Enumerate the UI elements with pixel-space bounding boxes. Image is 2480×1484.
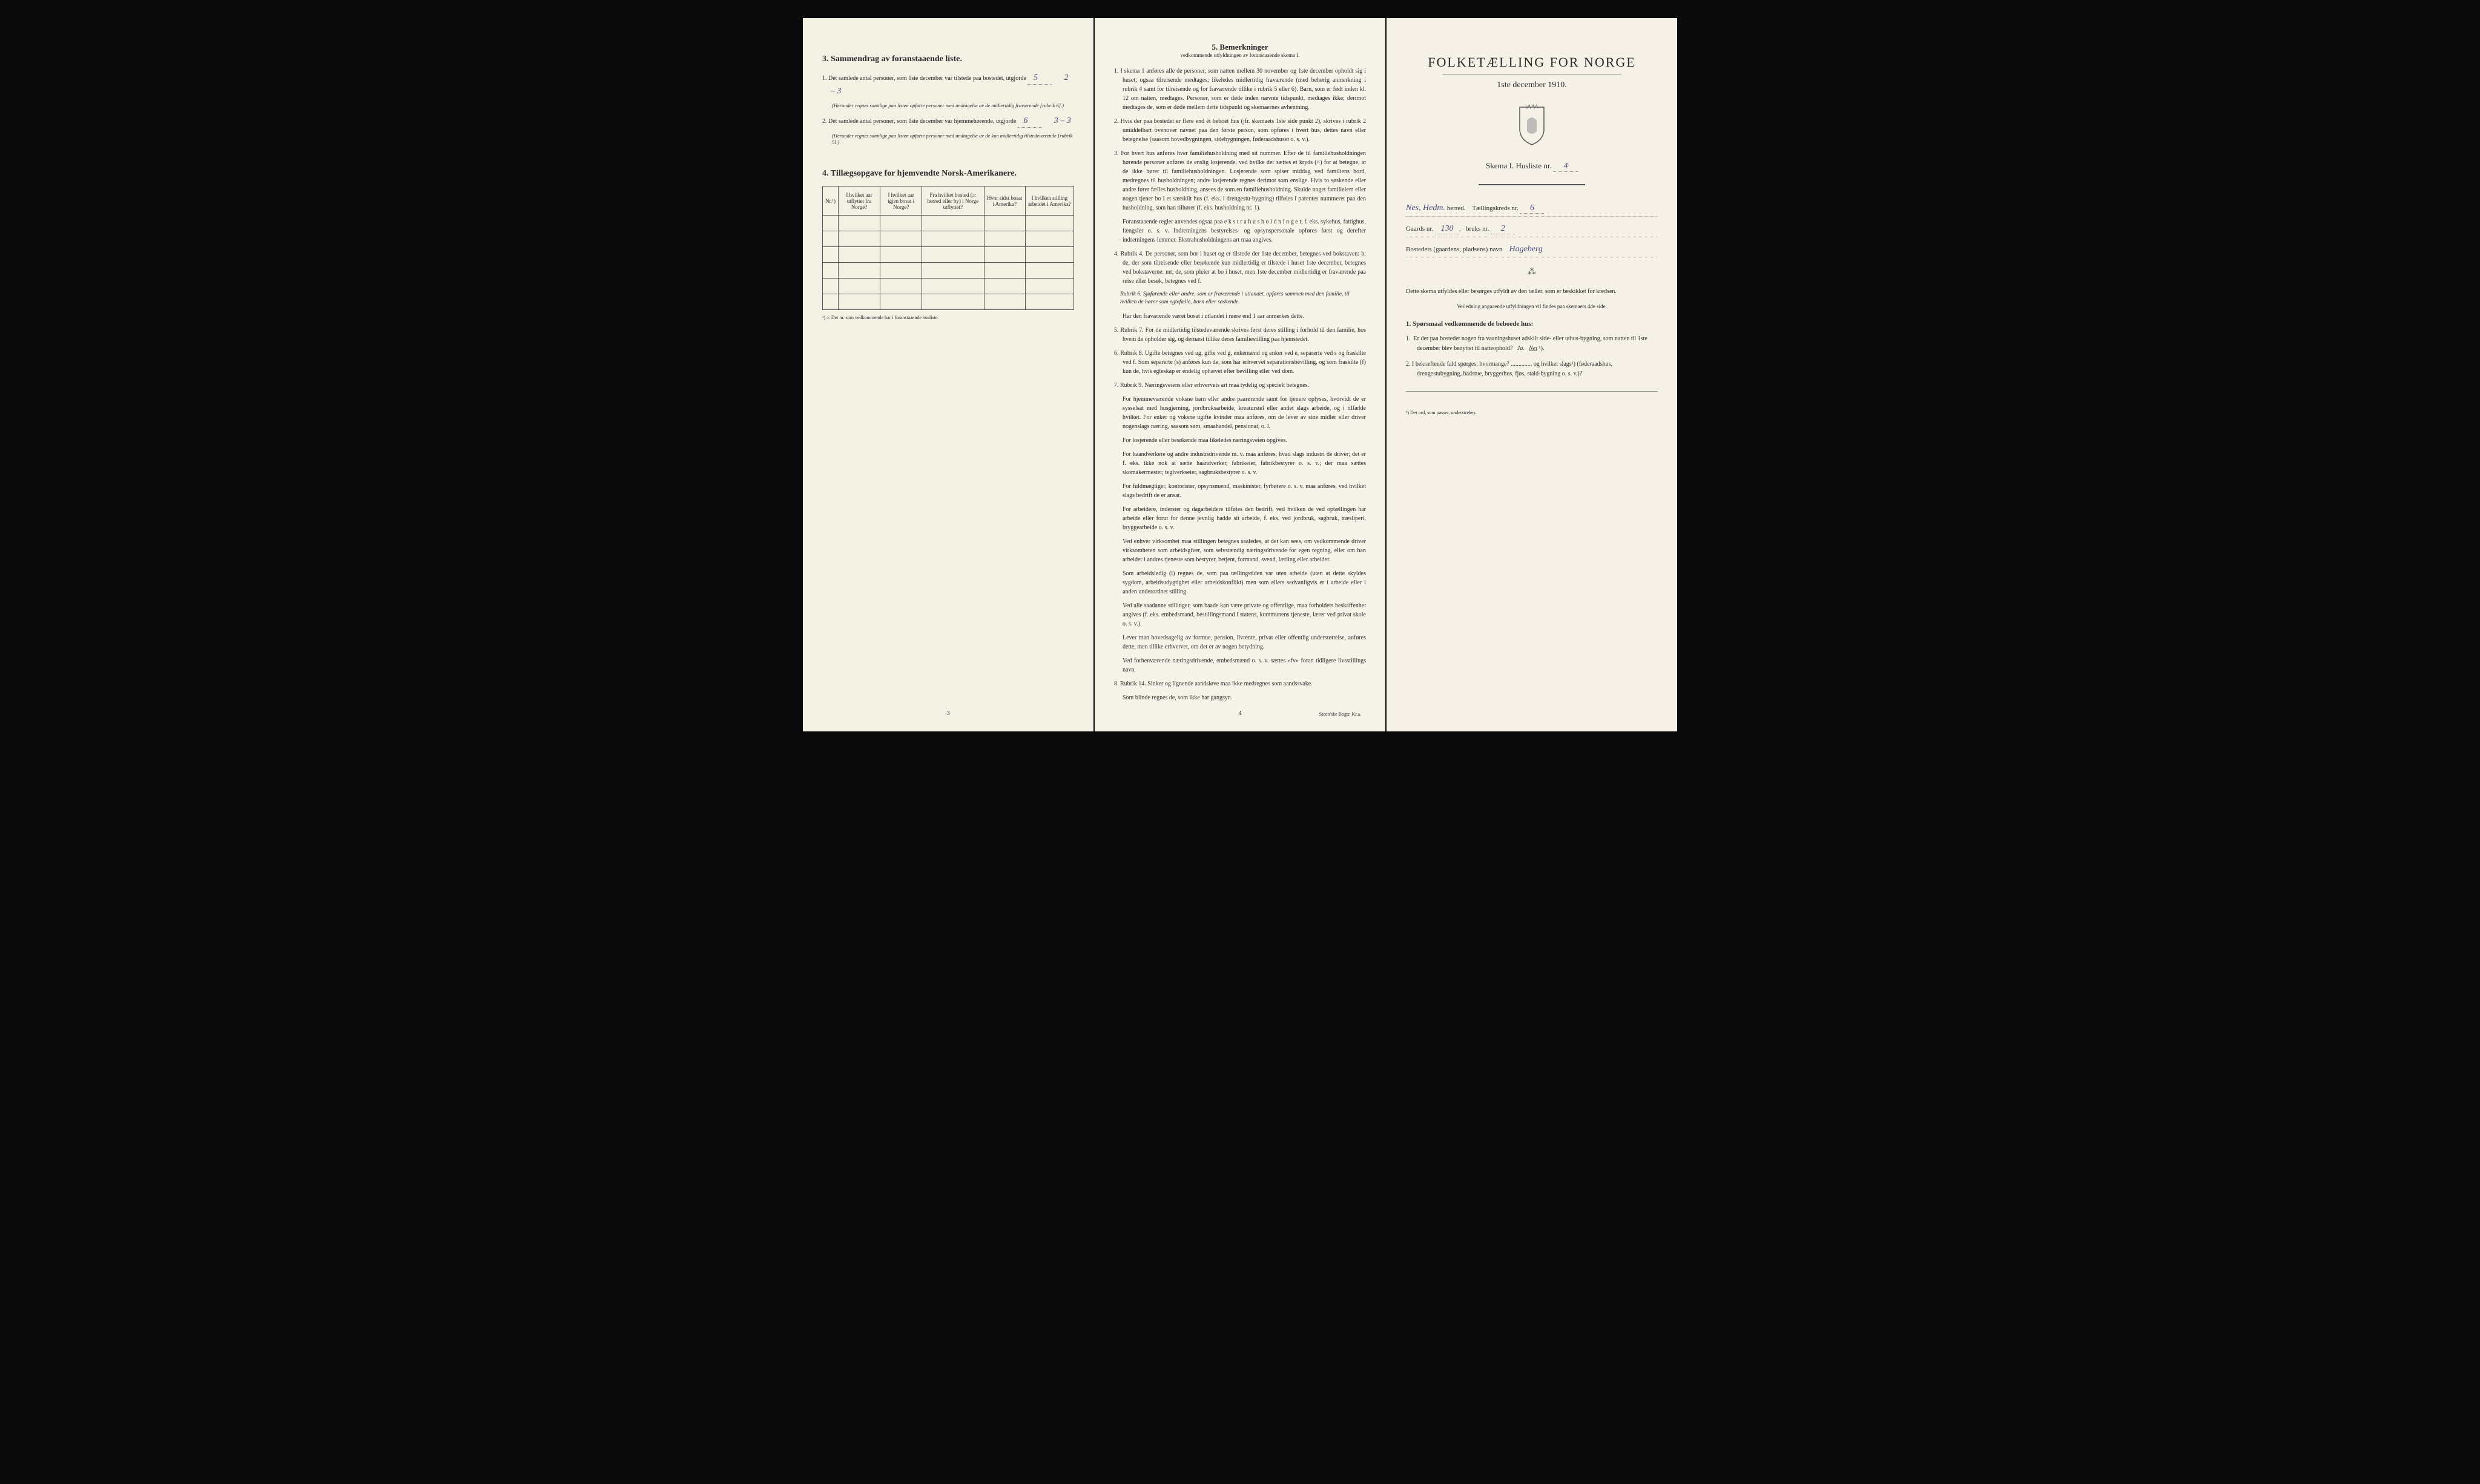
- section-5-heading: 5. Bemerkninger: [1114, 42, 1366, 52]
- remark-7-p9: Lever man hovedsagelig av formue, pensio…: [1114, 633, 1366, 651]
- remark-3b: Foranstaaende regler anvendes ogsaa paa …: [1114, 217, 1366, 245]
- col-bosted: Fra hvilket bosted (ɔ: herred eller by) …: [922, 186, 984, 216]
- item2-note: (Herunder regnes samtlige paa listen opf…: [832, 133, 1074, 145]
- rubrik-6b: Har den fraværende været bosat i utlande…: [1114, 312, 1366, 321]
- item2-value: 6: [1018, 114, 1042, 128]
- col-bosat: I hvilket aar igjen bosat i Norge?: [880, 186, 922, 216]
- remark-7-p5: For arbeidere, inderster og dagarbeidere…: [1114, 505, 1366, 532]
- summary-item-1: 1. Det samlede antal personer, som 1ste …: [822, 71, 1074, 97]
- summary-item-2: 2. Det samlede antal personer, som 1ste …: [822, 114, 1074, 128]
- remark-3: 3. For hvert hus anføres hver familiehus…: [1114, 149, 1366, 213]
- table-row: [823, 216, 1074, 231]
- husliste-nr: 4: [1554, 162, 1578, 172]
- page-number: 3: [946, 710, 950, 717]
- remark-6: 6. Rubrik 8. Ugifte betegnes ved ug, gif…: [1114, 349, 1366, 376]
- section-4-heading: 4. Tillægsopgave for hjemvendte Norsk-Am…: [822, 169, 1074, 179]
- item1-value: 5: [1027, 71, 1052, 85]
- remark-7-p10: Ved forhenværende næringsdrivende, embed…: [1114, 656, 1366, 674]
- question-2: 2. I bekræftende fald spørges: hvormange…: [1406, 360, 1658, 379]
- subtitle-date: 1ste december 1910.: [1406, 81, 1658, 90]
- footnote-1: ¹) Det ord, som passer, understrekes.: [1406, 410, 1658, 415]
- table-row: [823, 294, 1074, 310]
- herred-value: Nes, Hedm.: [1406, 203, 1445, 213]
- question-heading: 1. Spørsmaal vedkommende de beboede hus:: [1406, 319, 1658, 329]
- instruction-sub: Veiledning angaaende utfyldningen vil fi…: [1406, 303, 1658, 309]
- bosted-value: Hageberg: [1509, 245, 1542, 254]
- gaards-value: 130: [1435, 224, 1459, 234]
- table-row: [823, 263, 1074, 279]
- answer-nei: Nei: [1529, 345, 1537, 352]
- table-body: [823, 216, 1074, 310]
- remark-7-p8: Ved alle saadanne stillinger, som baade …: [1114, 601, 1366, 628]
- ornament-icon: ⁂: [1406, 267, 1658, 277]
- printer-mark: Steen'ske Bogtr. Kr.a.: [1319, 711, 1361, 717]
- page-4: 5. Bemerkninger vedkommende utfyldningen…: [1095, 18, 1385, 731]
- kreds-value: 6: [1520, 203, 1544, 214]
- gaards-line: Gaards nr. 130, bruks nr. 2: [1406, 224, 1658, 237]
- page-3: 3. Sammendrag av foranstaaende liste. 1.…: [803, 18, 1093, 731]
- remark-8b: Som blinde regnes de, som ikke har gangs…: [1114, 693, 1366, 702]
- remark-7-p3: For haandverkere og andre industridriven…: [1114, 450, 1366, 477]
- remark-7: 7. Rubrik 9. Næringsveiens eller erhverv…: [1114, 381, 1366, 390]
- question-1: 1. Er der paa bostedet nogen fra vaaning…: [1406, 334, 1658, 354]
- remark-5: 5. Rubrik 7. For de midlertidig tilstede…: [1114, 326, 1366, 344]
- col-amerika: Hvor sidst bosat i Amerika?: [984, 186, 1025, 216]
- remark-4: 4. Rubrik 4. De personer, som bor i huse…: [1114, 249, 1366, 286]
- coat-of-arms-icon: [1406, 102, 1658, 149]
- americans-table: Nr.¹) I hvilket aar utflyttet fra Norge?…: [822, 186, 1074, 310]
- table-row: [823, 279, 1074, 294]
- remark-7-p7: Som arbeidsledig (l) regnes de, som paa …: [1114, 569, 1366, 596]
- page-title: FOLKETÆLLING FOR NORGE 1ste december 191…: [1387, 18, 1677, 731]
- instruction-main: Dette skema utfyldes eller besørges utfy…: [1406, 287, 1658, 296]
- remark-7-p2: For losjerende eller besøkende maa likel…: [1114, 436, 1366, 445]
- table-row: [823, 231, 1074, 247]
- section-3-heading: 3. Sammendrag av foranstaaende liste.: [822, 54, 1074, 64]
- remark-7-p1: For hjemmeværende voksne barn eller andr…: [1114, 395, 1366, 431]
- remark-7-p6: Ved enhver virksomhet maa stillingen bet…: [1114, 537, 1366, 564]
- bosted-line: Bostedets (gaardens, pladsens) navn Hage…: [1406, 245, 1658, 257]
- question-block: 1. Er der paa bostedet nogen fra vaaning…: [1406, 334, 1658, 379]
- col-nr: Nr.¹): [823, 186, 839, 216]
- col-stilling: I hvilken stilling arbeidet i Amerika?: [1025, 186, 1073, 216]
- rubrik-6: Rubrik 6. Sjøfarende eller andre, som er…: [1120, 291, 1366, 307]
- remark-8: 8. Rubrik 14. Sinker og lignende aandslø…: [1114, 679, 1366, 688]
- item2-split: 3 – 3: [1054, 116, 1071, 125]
- skema-line: Skema I. Husliste nr. 4: [1406, 161, 1658, 172]
- remark-2: 2. Hvis der paa bostedet er flere end ét…: [1114, 117, 1366, 144]
- item1-note: (Herunder regnes samtlige paa listen opf…: [832, 102, 1074, 108]
- table-footnote: ¹) ɔ: Det nr. som vedkommende har i fora…: [822, 315, 1074, 320]
- section-5-sub: vedkommende utfyldningen av foranstaaend…: [1114, 52, 1366, 58]
- remark-7-p4: For fuldmægtiger, kontorister, opsynsmæn…: [1114, 482, 1366, 500]
- document-spread: 3. Sammendrag av foranstaaende liste. 1.…: [803, 18, 1677, 731]
- remark-1: 1. I skema 1 anføres alle de personer, s…: [1114, 67, 1366, 112]
- page-number: 4: [1238, 710, 1242, 717]
- col-utflyttet: I hvilket aar utflyttet fra Norge?: [838, 186, 880, 216]
- bruks-value: 2: [1491, 224, 1515, 234]
- herred-line: Nes, Hedm. herred. Tællingskreds nr. 6: [1406, 203, 1658, 217]
- main-title: FOLKETÆLLING FOR NORGE: [1406, 54, 1658, 70]
- table-row: [823, 247, 1074, 263]
